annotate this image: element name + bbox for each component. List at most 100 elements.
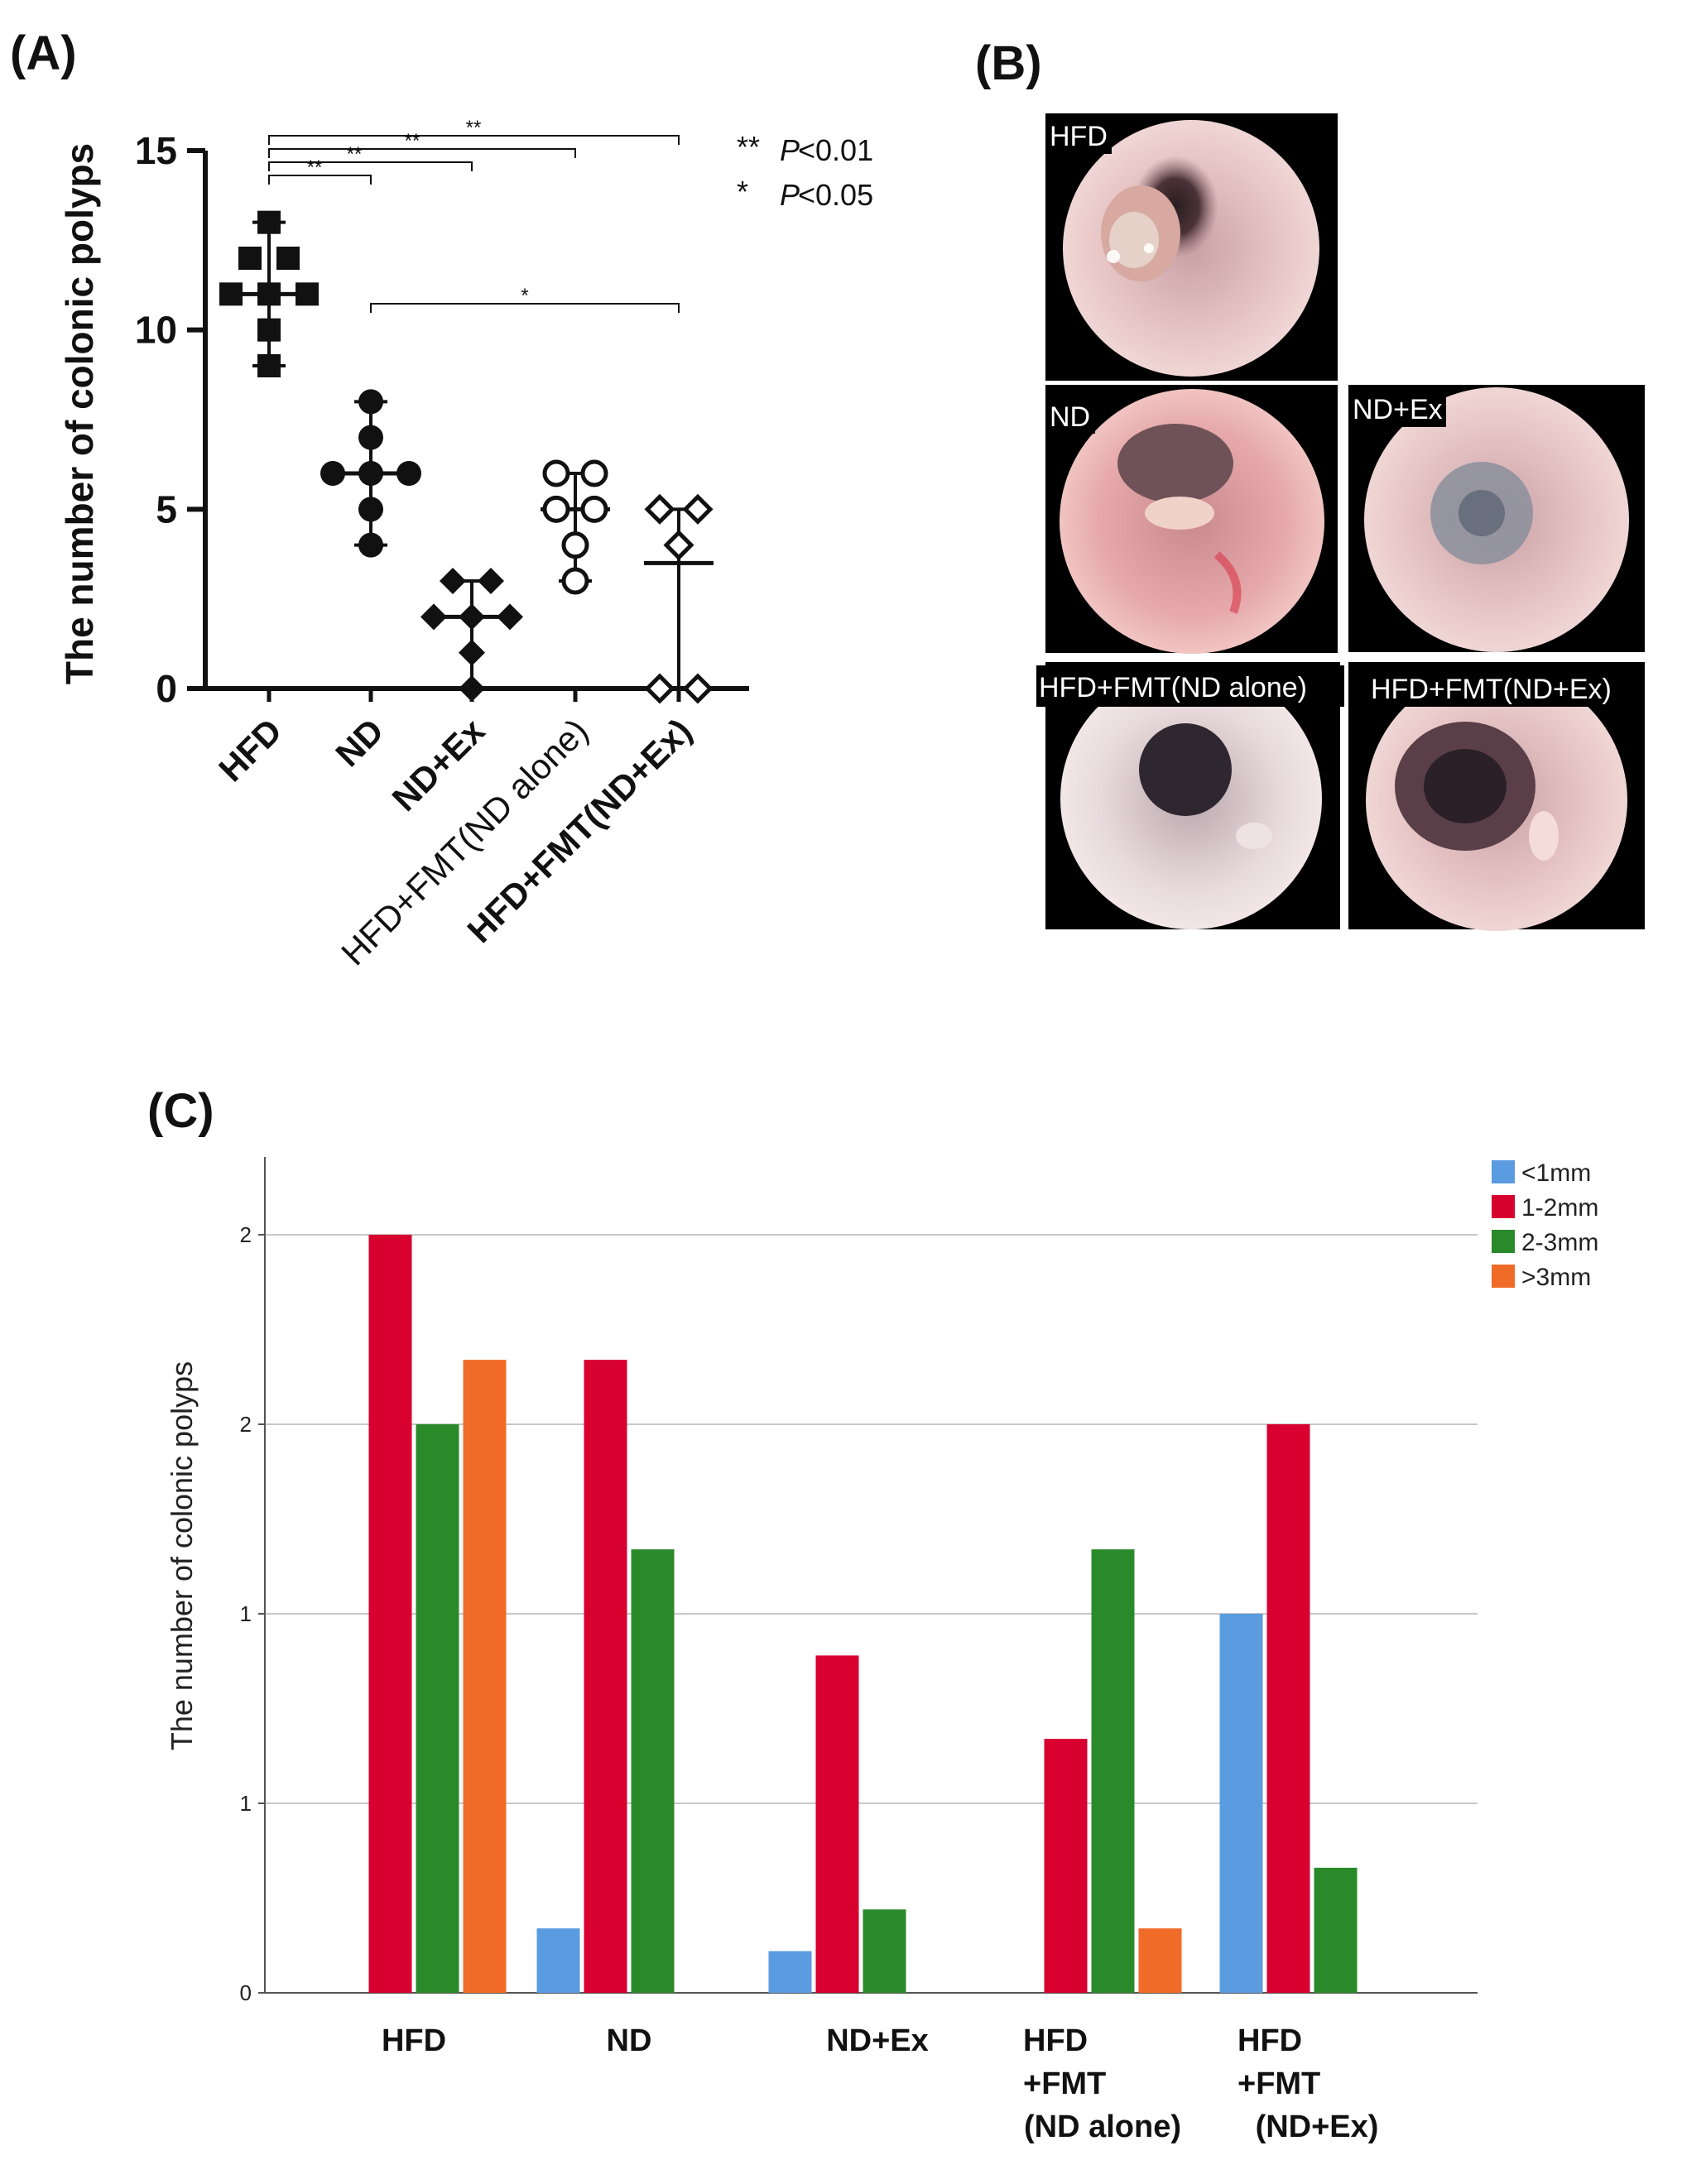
data-point-nd-ex xyxy=(420,603,447,631)
panel-a-label: (A) xyxy=(10,26,77,80)
data-point-hfd xyxy=(276,247,300,270)
endoscopy-label-hfd-fmt-nd-alone: HFD+FMT(ND alone) xyxy=(1039,672,1307,703)
data-point-nd-ex xyxy=(459,675,485,702)
panel-a: (A) The number of colonic polyps 051015 … xyxy=(10,26,873,972)
endoscopy-image-nd-ex: ND+Ex xyxy=(1348,385,1645,652)
panel-c-y-tick-label: 2 xyxy=(240,1412,252,1437)
endoscopy-label-hfd-fmt-nd-ex: HFD+FMT(ND+Ex) xyxy=(1371,674,1612,705)
endoscopy-image-hfd-fmt-nd-alone: HFD+FMT(ND alone) xyxy=(1036,662,1344,929)
panel-c-y-ticks: 0 1 1 2 2 xyxy=(240,1222,265,2005)
panel-a-significance-key: ** P <0.01 * P <0.05 xyxy=(737,130,873,212)
bar-nd-1mm xyxy=(536,1928,580,1993)
panel-c-category-hfd-fmt-nd-ex: HFD +FMT (ND+Ex) xyxy=(1237,2023,1378,2144)
data-point-nd-ex xyxy=(478,568,504,594)
panel-c-category-hfd: HFD xyxy=(382,2023,446,2058)
panel-c-category-label-line: +FMT xyxy=(1237,2066,1320,2101)
data-point-hfd-fmt-nd-ex xyxy=(644,673,675,704)
bar-hfd-fmt-nd-ex-1-2mm xyxy=(1266,1424,1310,1993)
data-point-nd-ex xyxy=(497,603,523,631)
endoscopy-image-nd: ND xyxy=(1045,385,1338,654)
significance-stars-hfd-vs-nd-ex: ** xyxy=(347,143,363,166)
bar-nd-1-2mm xyxy=(584,1360,627,1993)
legend-swatch-3mm xyxy=(1492,1265,1515,1288)
panel-a-data-points xyxy=(219,210,714,704)
bar-nd-ex-1-2mm xyxy=(815,1655,859,1993)
data-point-nd xyxy=(358,425,383,450)
data-point-nd xyxy=(358,497,383,522)
nd-label-box xyxy=(1045,396,1095,434)
key-double-star: ** xyxy=(737,130,760,164)
panel-c-category-label-line: HFD xyxy=(382,2023,446,2058)
bar-hfd-fmt-nd-alone-3mm xyxy=(1138,1928,1182,1993)
bar-hfd-1-2mm xyxy=(368,1235,412,1993)
panel-c-y-axis-label: The number of colonic polyps xyxy=(165,1361,199,1750)
legend-label-2-3mm: 2-3mm xyxy=(1521,1229,1598,1256)
bar-hfd-fmt-nd-ex-1mm xyxy=(1219,1614,1263,1993)
panel-c-bars xyxy=(368,1235,1358,1993)
data-point-nd xyxy=(358,389,383,415)
data-point-hfd-fmt-nd-ex xyxy=(682,493,714,525)
panel-a-category-label-hfd: HFD xyxy=(211,711,289,789)
data-point-hfd xyxy=(257,318,281,342)
panel-a-y-tick-label: 15 xyxy=(135,129,177,172)
panel-c-category-label-line: (ND+Ex) xyxy=(1256,2110,1379,2144)
key-double-star-p: P xyxy=(780,133,800,167)
hfd-fmt-nd-ex-label-box xyxy=(1364,667,1641,707)
data-point-hfd xyxy=(296,282,319,306)
data-point-hfd xyxy=(257,282,281,306)
nd-ex-label-box xyxy=(1348,389,1446,427)
panel-a-y-ticks: 0 5 10 15 xyxy=(135,129,205,710)
significance-stars-hfd-vs-hfd-fmt-nd-ex: ** xyxy=(466,117,482,139)
bar-hfd-3mm xyxy=(463,1360,507,1993)
panel-a-significance-brackets: ********* xyxy=(268,117,680,313)
panel-c-category-hfd-fmt-nd-alone: HFD +FMT (ND alone) xyxy=(1023,2023,1181,2144)
panel-c-label: (C) xyxy=(147,1084,214,1138)
panel-c-y-tick-label: 2 xyxy=(240,1222,252,1247)
panel-a-y-tick-label: 5 xyxy=(156,487,177,530)
bar-nd-2-3mm xyxy=(631,1549,675,1993)
panel-c: (C) The number of colonic polyps 0 1 1 2 2 H… xyxy=(147,1084,1598,2144)
data-point-nd xyxy=(396,461,421,486)
panel-c-category-nd: ND xyxy=(607,2023,652,2058)
endoscopy-label-hfd: HFD xyxy=(1050,121,1108,152)
panel-c-category-label-line: HFD xyxy=(1237,2023,1302,2058)
significance-stars-hfd-vs-hfd-fmt-nd-alone: ** xyxy=(405,130,420,152)
key-single-star-p: P xyxy=(780,178,800,212)
endoscopy-image-hfd-fmt-nd-ex: HFD+FMT(ND+Ex) xyxy=(1348,662,1645,931)
key-single-star-threshold: <0.05 xyxy=(798,178,873,212)
bar-hfd-fmt-nd-ex-2-3mm xyxy=(1314,1867,1358,1993)
panel-c-category-nd-ex: ND+Ex xyxy=(826,2023,929,2058)
data-point-hfd xyxy=(219,282,243,306)
significance-bracket-nd-vs-hfd-fmt-nd-ex xyxy=(370,303,680,313)
legend-label-1-2mm: 1-2mm xyxy=(1521,1194,1598,1222)
panel-c-y-tick-label: 1 xyxy=(240,1601,252,1626)
panel-a-y-tick-label: 10 xyxy=(135,309,177,352)
data-point-nd-ex xyxy=(459,639,485,666)
data-point-hfd-fmt-nd-alone xyxy=(580,459,608,487)
significance-bracket-hfd-vs-nd-ex xyxy=(268,161,473,171)
legend-label-1mm: <1mm xyxy=(1521,1159,1591,1187)
panel-a-y-axis-label: The number of colonic polyps xyxy=(58,143,101,684)
data-point-hfd-fmt-nd-ex xyxy=(682,673,714,704)
significance-bracket-hfd-vs-hfd-fmt-nd-ex xyxy=(268,135,680,145)
data-point-nd xyxy=(358,532,383,558)
data-point-hfd-fmt-nd-alone xyxy=(542,459,570,487)
hfd-label-box xyxy=(1045,116,1112,154)
panel-c-y-tick-label: 1 xyxy=(240,1791,252,1816)
data-point-nd xyxy=(320,461,345,486)
panel-c-category-label-line: (ND alone) xyxy=(1024,2110,1181,2144)
endoscopy-image-hfd: HFD xyxy=(1045,113,1338,381)
bar-hfd-fmt-nd-alone-1-2mm xyxy=(1044,1739,1088,1993)
panel-a-category-label-nd: ND xyxy=(328,711,391,774)
panel-c-x-categories: HFD ND ND+Ex HFD +FMT (ND alone) HFD +FMT (ND+Ex… xyxy=(382,2023,1378,2144)
panel-c-category-label-line: ND+Ex xyxy=(826,2023,929,2058)
bar-nd-ex-2-3mm xyxy=(863,1909,906,1993)
data-point-hfd-fmt-nd-alone xyxy=(580,495,608,523)
data-point-hfd-fmt-nd-ex xyxy=(663,530,694,561)
data-point-nd-ex xyxy=(459,603,485,631)
key-double-star-threshold: <0.01 xyxy=(798,133,873,167)
panel-b-label: (B) xyxy=(975,36,1042,90)
data-point-hfd xyxy=(238,247,262,270)
panel-c-category-label-line: +FMT xyxy=(1023,2066,1106,2101)
